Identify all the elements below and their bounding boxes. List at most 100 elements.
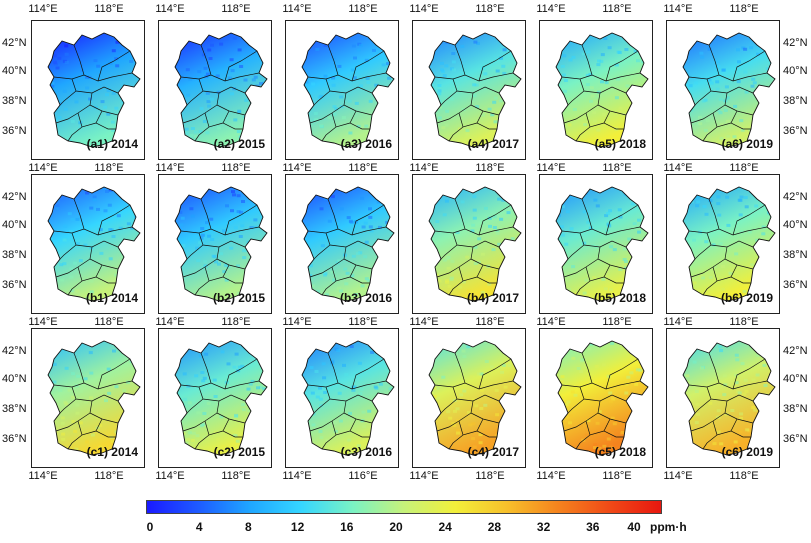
map-panel: (c3) 2016 bbox=[285, 328, 399, 468]
lon-tick-top: 114°E bbox=[282, 3, 312, 15]
lon-tick-top: 114°E bbox=[536, 3, 566, 15]
lon-tick-bottom: 114°E bbox=[536, 470, 566, 482]
lon-tick-bottom: 118°E bbox=[602, 162, 632, 174]
region-fill bbox=[302, 341, 394, 455]
lon-tick-bottom: 118°E bbox=[729, 316, 759, 328]
region-map bbox=[555, 186, 649, 302]
region-map bbox=[555, 32, 649, 148]
panel-label: (b4) 2017 bbox=[466, 291, 519, 305]
lon-tick-top: 114°E bbox=[28, 3, 58, 15]
region-map bbox=[301, 32, 395, 148]
region-fill bbox=[556, 187, 648, 301]
region-map bbox=[174, 186, 268, 302]
lat-tick-left: 36°N bbox=[2, 279, 27, 291]
region-border bbox=[301, 32, 395, 148]
colorbar-tick: 0 bbox=[146, 520, 154, 534]
lon-tick-bottom: 118°E bbox=[221, 470, 251, 482]
lon-tick-bottom: 114°E bbox=[155, 470, 185, 482]
panel-label: (c4) 2017 bbox=[467, 445, 519, 459]
lon-tick-top: 118°E bbox=[475, 3, 505, 15]
lat-tick-right: 42°N bbox=[783, 345, 808, 357]
lon-tick-bottom: 114°E bbox=[409, 162, 439, 174]
map-panel: (a1) 2014 bbox=[31, 20, 145, 160]
lon-tick-bottom: 118°E bbox=[729, 162, 759, 174]
lon-tick-bottom: 118°E bbox=[221, 162, 251, 174]
lat-tick-right: 38°N bbox=[783, 95, 808, 107]
region-border bbox=[682, 340, 776, 456]
region-fill bbox=[429, 33, 521, 147]
lat-tick-right: 42°N bbox=[783, 37, 808, 49]
lon-tick-bottom: 114°E bbox=[28, 316, 58, 328]
lat-tick-left: 38°N bbox=[2, 95, 27, 107]
lon-tick-top: 114°E bbox=[155, 3, 185, 15]
region-border bbox=[47, 32, 141, 148]
region-map bbox=[301, 340, 395, 456]
lon-tick-bottom: 114°E bbox=[536, 162, 566, 174]
map-panel: (c5) 2018 bbox=[539, 328, 653, 468]
panel-label: (b2) 2015 bbox=[212, 291, 265, 305]
region-fill bbox=[556, 341, 648, 455]
colorbar-tick: 40 bbox=[627, 520, 641, 534]
colorbar-tick: 16 bbox=[340, 520, 354, 534]
lon-tick-top: 118°E bbox=[94, 3, 124, 15]
region-border bbox=[555, 32, 649, 148]
region-border bbox=[301, 186, 395, 302]
region-border bbox=[555, 340, 649, 456]
lat-tick-left: 40°N bbox=[2, 219, 27, 231]
region-border bbox=[174, 32, 268, 148]
map-panel: (c2) 2015 bbox=[158, 328, 272, 468]
colorbar-tick: 4 bbox=[195, 520, 203, 534]
lat-tick-left: 36°N bbox=[2, 125, 27, 137]
panel-label: (c5) 2018 bbox=[594, 445, 646, 459]
region-fill bbox=[556, 33, 648, 147]
region-map bbox=[682, 340, 776, 456]
lon-tick-top: 114°E bbox=[409, 3, 439, 15]
region-fill bbox=[683, 341, 775, 455]
lon-tick-bottom: 118°E bbox=[94, 470, 124, 482]
map-panel: (a6) 2019 bbox=[666, 20, 780, 160]
panel-label: (a1) 2014 bbox=[86, 137, 138, 151]
lon-tick-bottom: 118°E bbox=[602, 470, 632, 482]
region-map bbox=[555, 340, 649, 456]
lon-tick-bottom: 114°E bbox=[536, 316, 566, 328]
lon-tick-bottom: 114°E bbox=[28, 470, 58, 482]
lat-tick-right: 38°N bbox=[783, 403, 808, 415]
lat-tick-left: 42°N bbox=[2, 191, 27, 203]
colorbar-tick: 24 bbox=[438, 520, 452, 534]
lon-tick-bottom: 116°E bbox=[348, 470, 378, 482]
panel-label: (b1) 2014 bbox=[85, 291, 138, 305]
region-border bbox=[555, 186, 649, 302]
colorbar-tick: 32 bbox=[536, 520, 551, 534]
lat-tick-right: 36°N bbox=[783, 279, 808, 291]
lon-tick-bottom: 118°E bbox=[348, 162, 378, 174]
lon-tick-bottom: 118°E bbox=[94, 162, 124, 174]
lon-tick-bottom: 118°E bbox=[475, 470, 505, 482]
panel-label: (c2) 2015 bbox=[213, 445, 265, 459]
map-panel: (a4) 2017 bbox=[412, 20, 526, 160]
lat-tick-left: 42°N bbox=[2, 37, 27, 49]
map-panel: (c6) 2019 bbox=[666, 328, 780, 468]
lat-tick-right: 40°N bbox=[783, 65, 808, 77]
lat-tick-right: 40°N bbox=[783, 219, 808, 231]
lon-tick-bottom: 114°E bbox=[409, 316, 439, 328]
lat-tick-right: 38°N bbox=[783, 249, 808, 261]
lon-tick-top: 118°E bbox=[221, 3, 251, 15]
lon-tick-bottom: 114°E bbox=[663, 162, 693, 174]
lat-tick-right: 36°N bbox=[783, 433, 808, 445]
lon-tick-bottom: 118°E bbox=[221, 316, 251, 328]
region-map bbox=[301, 186, 395, 302]
map-panel: (a5) 2018 bbox=[539, 20, 653, 160]
region-border bbox=[428, 340, 522, 456]
region-border bbox=[301, 340, 395, 456]
panel-label: (c1) 2014 bbox=[86, 445, 138, 459]
region-border bbox=[428, 186, 522, 302]
map-panel: (a2) 2015 bbox=[158, 20, 272, 160]
lon-tick-bottom: 114°E bbox=[409, 470, 439, 482]
panel-label: (c6) 2019 bbox=[721, 445, 773, 459]
lat-tick-left: 36°N bbox=[2, 433, 27, 445]
map-panel: (b2) 2015 bbox=[158, 174, 272, 314]
region-border bbox=[47, 186, 141, 302]
region-border bbox=[428, 32, 522, 148]
region-fill bbox=[48, 187, 140, 301]
